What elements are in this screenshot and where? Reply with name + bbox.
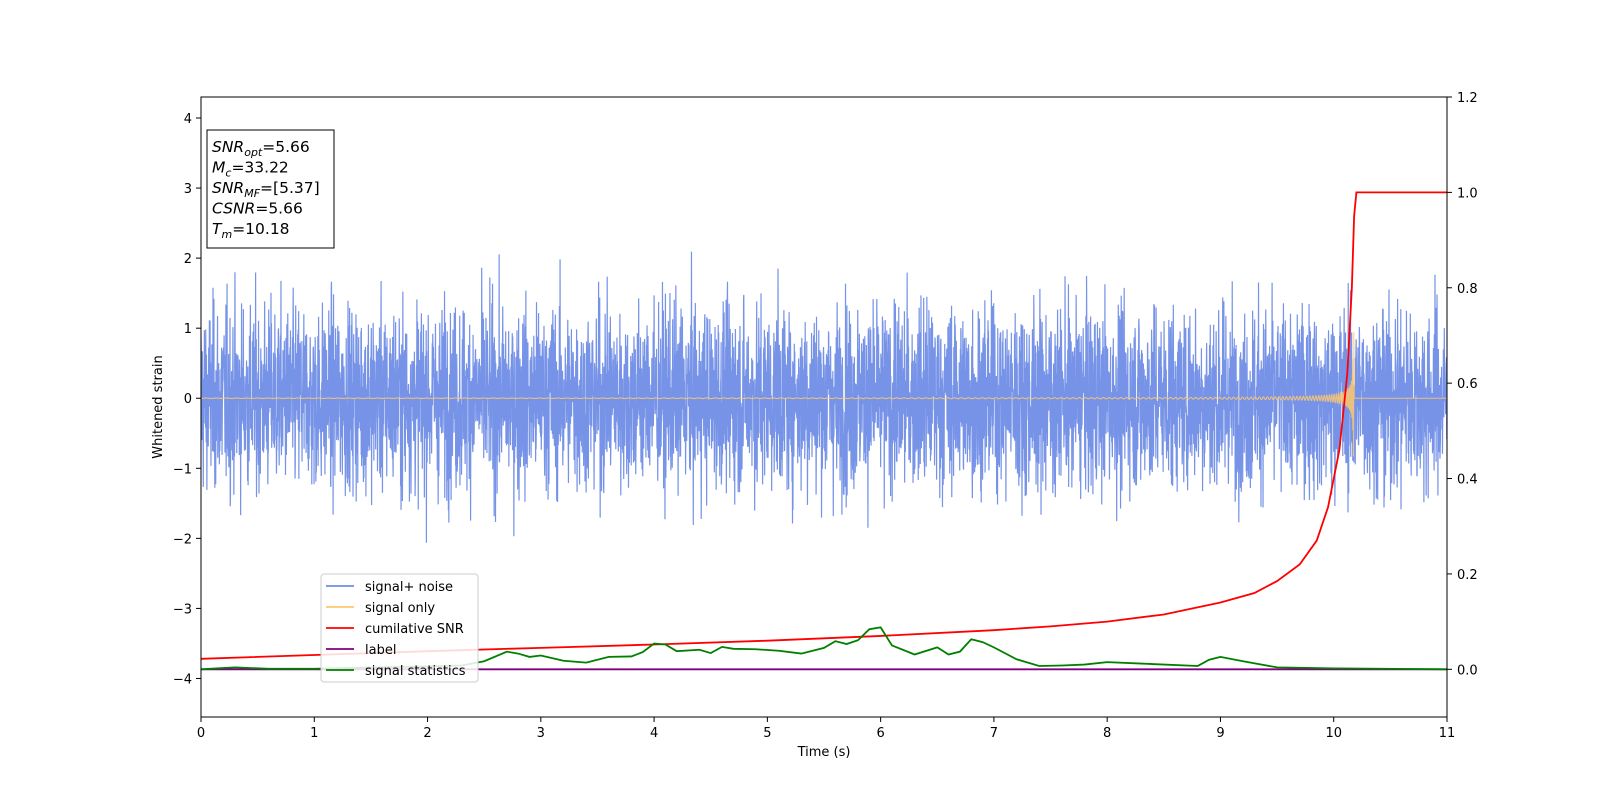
annotation-symbol: CSNR (212, 200, 255, 218)
x-tick-label: 0 (197, 726, 205, 741)
legend-frame (320, 573, 479, 683)
legend-label: signal statistics (365, 664, 466, 679)
annotation-subscript: opt (244, 146, 263, 159)
x-tick-label: 9 (1216, 726, 1224, 741)
x-tick-label: 7 (990, 726, 998, 741)
annotation-subscript: MF (244, 187, 260, 200)
annotation-frame (206, 129, 335, 249)
annotation-line: CSNR=5.66 (212, 200, 303, 218)
x-tick-label: 10 (1325, 726, 1342, 741)
annotation-symbol: SNR (212, 179, 244, 197)
series-signal-statistics (201, 626, 1447, 671)
x-tick-label: 8 (1103, 726, 1111, 741)
annotation-value: =5.66 (255, 200, 303, 218)
y-tick-label: 4 (184, 112, 192, 127)
y2-tick-label: 0.0 (1457, 663, 1478, 678)
x-axis: 0 1 2 3 4 5 6 7 8 9 10 11 (197, 717, 1455, 741)
y-tick-label: 1 (184, 322, 192, 337)
y2-tick-label: 0.2 (1457, 568, 1478, 583)
annotation-value: =5.66 (262, 138, 310, 156)
y-tick-label: 0 (184, 392, 192, 407)
y-axis-label: Whitened strain (151, 355, 166, 458)
y-tick-label: 2 (184, 252, 192, 267)
y2-tick-label: 1.0 (1457, 186, 1478, 201)
legend-label: label (365, 643, 396, 658)
x-axis-label: Time (s) (797, 745, 851, 760)
annotation-value: =[5.37] (260, 179, 320, 197)
annotation-symbol: M (212, 159, 225, 177)
y2-tick-label: 0.4 (1457, 473, 1478, 488)
series-signal-only (201, 331, 1447, 457)
y-tick-label: −4 (173, 672, 192, 687)
annotation-symbol: SNR (212, 138, 244, 156)
y-tick-label: −2 (173, 532, 192, 547)
x-tick-label: 3 (537, 726, 545, 741)
y-axis-left: −4 −3 −2 −1 0 1 2 3 4 (173, 112, 201, 687)
annotation-line: SNRMF=[5.37] (212, 179, 320, 200)
annotation-line: SNRopt=5.66 (212, 138, 310, 159)
x-tick-label: 6 (876, 726, 884, 741)
series-cumilative-snr (201, 191, 1447, 660)
annotation-symbol: T (212, 220, 223, 238)
y2-tick-label: 1.2 (1457, 91, 1478, 106)
annotation-line: Tm=10.18 (212, 220, 290, 241)
legend-label: signal+ noise (365, 580, 453, 595)
legend-label: signal only (365, 601, 435, 616)
legend-label: cumilative SNR (365, 622, 464, 637)
legend: signal+ noise signal only cumilative SNR la… (320, 573, 479, 683)
series-signal-noise (201, 251, 1447, 543)
x-tick-label: 5 (763, 726, 771, 741)
annotation-subscript: m (221, 228, 232, 241)
annotation-box: SNRopt=5.66Mc=33.22SNRMF=[5.37]CSNR=5.66… (206, 129, 335, 249)
y-tick-label: −1 (173, 462, 192, 477)
x-tick-label: 11 (1439, 726, 1456, 741)
axes-frame (200, 96, 1448, 718)
annotation-value: =33.22 (231, 159, 288, 177)
annotation-subscript: c (225, 167, 231, 180)
y2-tick-label: 0.8 (1457, 282, 1478, 297)
annotation-value: =10.18 (232, 220, 289, 238)
y-tick-label: 3 (184, 182, 192, 197)
y-tick-label: −3 (173, 602, 192, 617)
y-axis-right: 0.0 0.2 0.4 0.6 0.8 1.0 1.2 (1447, 91, 1478, 678)
y2-tick-label: 0.6 (1457, 377, 1478, 392)
x-tick-label: 1 (310, 726, 318, 741)
x-tick-label: 4 (650, 726, 658, 741)
annotation-line: Mc=33.22 (212, 159, 289, 180)
x-tick-label: 2 (423, 726, 431, 741)
